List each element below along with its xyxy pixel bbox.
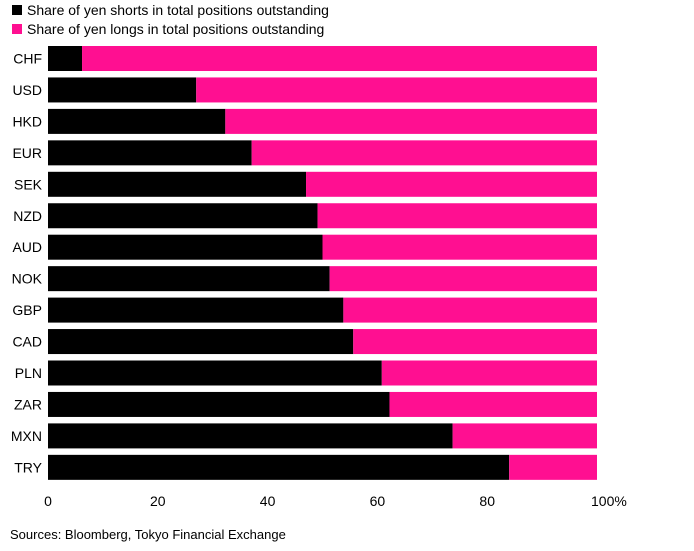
category-label-sek: SEK: [14, 176, 43, 192]
category-label-gbp: GBP: [12, 302, 42, 318]
bar-longs-zar: [389, 391, 597, 417]
category-label-eur: EUR: [12, 145, 42, 161]
bar-longs-cad: [353, 329, 597, 355]
category-label-hkd: HKD: [12, 113, 42, 129]
legend-swatch-shorts: [12, 5, 22, 15]
bars-group: [48, 46, 598, 480]
bar-shorts-chf: [48, 46, 83, 71]
bar-shorts-pln: [48, 360, 382, 386]
bar-longs-hkd: [225, 108, 597, 134]
bar-longs-aud: [322, 234, 597, 260]
legend-label-longs: Share of yen longs in total positions ou…: [27, 21, 324, 37]
bar-shorts-aud: [48, 234, 323, 260]
bar-shorts-gbp: [48, 297, 344, 323]
bar-longs-chf: [82, 46, 597, 71]
x-tick-label-60: 60: [370, 493, 386, 509]
category-label-mxn: MXN: [11, 428, 42, 444]
bar-shorts-mxn: [48, 423, 453, 449]
bar-longs-eur: [251, 140, 597, 166]
x-tick-label-0: 0: [44, 493, 52, 509]
bar-shorts-sek: [48, 171, 307, 197]
bar-longs-nok: [329, 266, 597, 292]
category-label-zar: ZAR: [14, 396, 42, 412]
bar-shorts-zar: [48, 391, 390, 417]
category-label-nok: NOK: [12, 271, 43, 287]
x-tick-label-20: 20: [150, 493, 166, 509]
bar-longs-sek: [306, 171, 597, 197]
bar-shorts-hkd: [48, 108, 226, 134]
bar-shorts-cad: [48, 329, 354, 355]
source-note: Sources: Bloomberg, Tokyo Financial Exch…: [10, 527, 286, 542]
bar-longs-pln: [381, 360, 597, 386]
category-label-aud: AUD: [12, 239, 42, 255]
category-label-nzd: NZD: [13, 208, 42, 224]
bar-shorts-usd: [48, 77, 197, 103]
legend-label-shorts: Share of yen shorts in total positions o…: [27, 2, 329, 18]
bar-longs-try: [509, 454, 597, 480]
stacked-bar-chart: Share of yen shorts in total positions o…: [11, 2, 627, 509]
category-labels: CHF USD HKD EUR SEK NZD AUD NOK GBP CAD PLN ZAR MXN T…: [11, 51, 43, 476]
legend-swatch-longs: [12, 24, 22, 34]
x-tick-label-100: 100%: [591, 493, 627, 509]
bar-longs-gbp: [343, 297, 597, 323]
bar-shorts-nzd: [48, 203, 318, 229]
category-label-try: TRY: [14, 459, 42, 475]
category-label-cad: CAD: [12, 334, 42, 350]
category-label-pln: PLN: [15, 365, 42, 381]
category-label-chf: CHF: [13, 51, 42, 67]
bar-longs-mxn: [452, 423, 597, 449]
x-tick-label-40: 40: [260, 493, 276, 509]
legend: Share of yen shorts in total positions o…: [12, 2, 329, 37]
bar-shorts-nok: [48, 266, 330, 292]
bar-shorts-eur: [48, 140, 252, 166]
category-label-usd: USD: [12, 82, 42, 98]
x-axis-ticks: 0 20 40 60 80 100%: [44, 493, 627, 509]
bar-longs-usd: [196, 77, 598, 103]
bar-shorts-try: [48, 454, 510, 480]
bar-longs-nzd: [317, 203, 597, 229]
x-tick-label-80: 80: [479, 493, 495, 509]
